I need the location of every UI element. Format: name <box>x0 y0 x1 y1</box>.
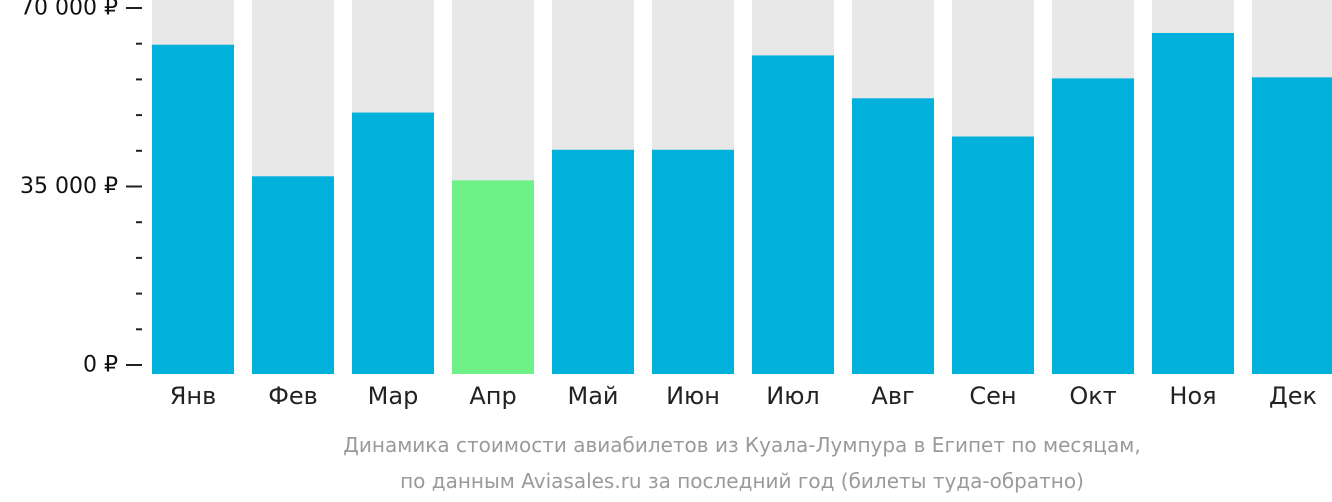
bar-12[interactable] <box>1252 77 1332 375</box>
x-tick-label: Авг <box>871 382 914 410</box>
bar-5[interactable] <box>552 149 634 374</box>
bars <box>152 0 1332 375</box>
x-tick-label: Июн <box>666 382 720 410</box>
y-tick-label: 35 000 ₽ <box>20 174 118 199</box>
bar-8[interactable] <box>852 98 934 375</box>
x-tick-label: Апр <box>469 382 516 410</box>
x-tick-label: Окт <box>1069 382 1116 410</box>
x-tick-label: Фев <box>268 382 318 410</box>
x-tick-label: Дек <box>1269 382 1317 410</box>
y-tick-label: 70 000 ₽ <box>20 0 118 21</box>
chart-caption-line-1: Динамика стоимости авиабилетов из Куала-… <box>343 433 1141 457</box>
bar-7[interactable] <box>752 55 834 375</box>
x-tick-label: Май <box>567 382 618 410</box>
x-axis-labels: Янв Фев Мар Апр Май Июн Июл Авг Сен Окт Ноя Дек <box>170 382 1317 410</box>
bar-4[interactable] <box>452 180 534 374</box>
bar-3[interactable] <box>352 112 434 375</box>
x-tick-label: Ноя <box>1169 382 1216 410</box>
bar-1[interactable] <box>152 44 234 374</box>
y-tick-label: 0 ₽ <box>83 353 118 378</box>
x-tick-label: Мар <box>368 382 419 410</box>
x-tick-label: Сен <box>969 382 1016 410</box>
bar-11[interactable] <box>1152 32 1234 375</box>
y-axis: 0 ₽ 35 000 ₽ 70 000 ₽ <box>20 0 142 378</box>
bar-9[interactable] <box>952 136 1034 374</box>
x-tick-label: Янв <box>170 382 217 410</box>
chart-caption-line-2: по данным Aviasales.ru за последний год … <box>400 469 1084 493</box>
bar-10[interactable] <box>1052 78 1134 374</box>
x-tick-label: Июл <box>766 382 820 410</box>
bar-6[interactable] <box>652 149 734 374</box>
bar-2[interactable] <box>252 176 334 374</box>
